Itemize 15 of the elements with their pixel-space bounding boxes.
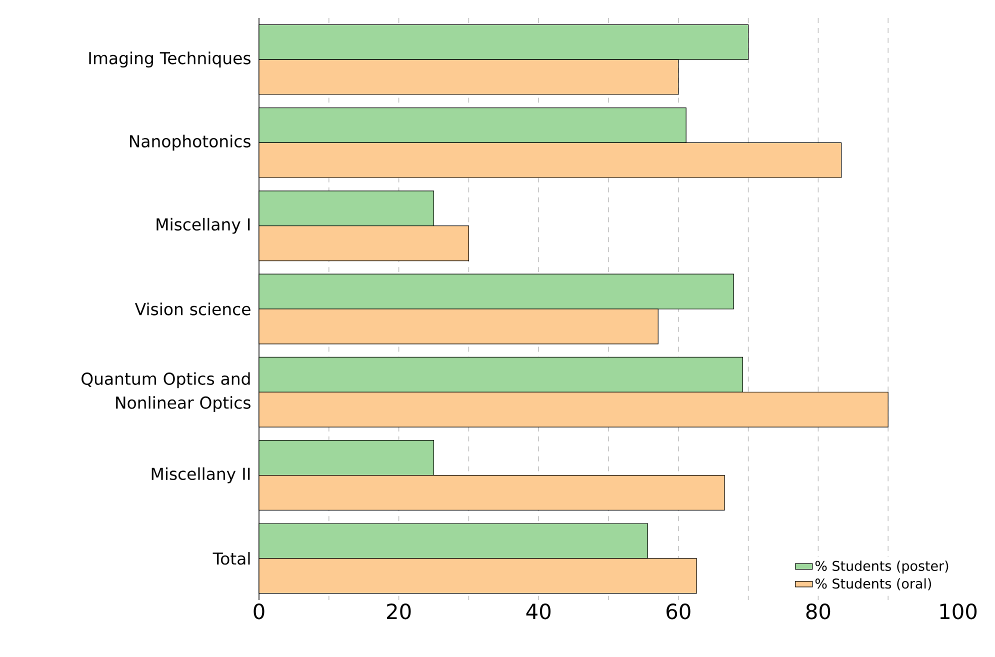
- y-tick-label: Total: [212, 552, 250, 565]
- x-tick-label: 80: [806, 604, 830, 620]
- x-tick-label: 20: [387, 604, 411, 620]
- legend-label: % Students (poster): [815, 560, 948, 574]
- y-tick-label: Nanophotonics: [130, 134, 250, 151]
- y-tick-label: Imaging Techniques: [89, 52, 250, 68]
- x-tick-label: 40: [526, 604, 551, 620]
- y-tick-label: Vision science: [134, 302, 250, 316]
- y-tick-label: Quantum Optics and Nonlinear Optics: [82, 372, 250, 412]
- x-tick-label: 60: [666, 604, 690, 620]
- y-tick-label: Miscellany I: [156, 218, 250, 234]
- legend-label: % Students (oral): [815, 578, 932, 590]
- x-tick-label: 100: [940, 604, 977, 620]
- x-tick-label: 0: [254, 604, 264, 620]
- y-tick-label: Miscellany II: [152, 467, 250, 484]
